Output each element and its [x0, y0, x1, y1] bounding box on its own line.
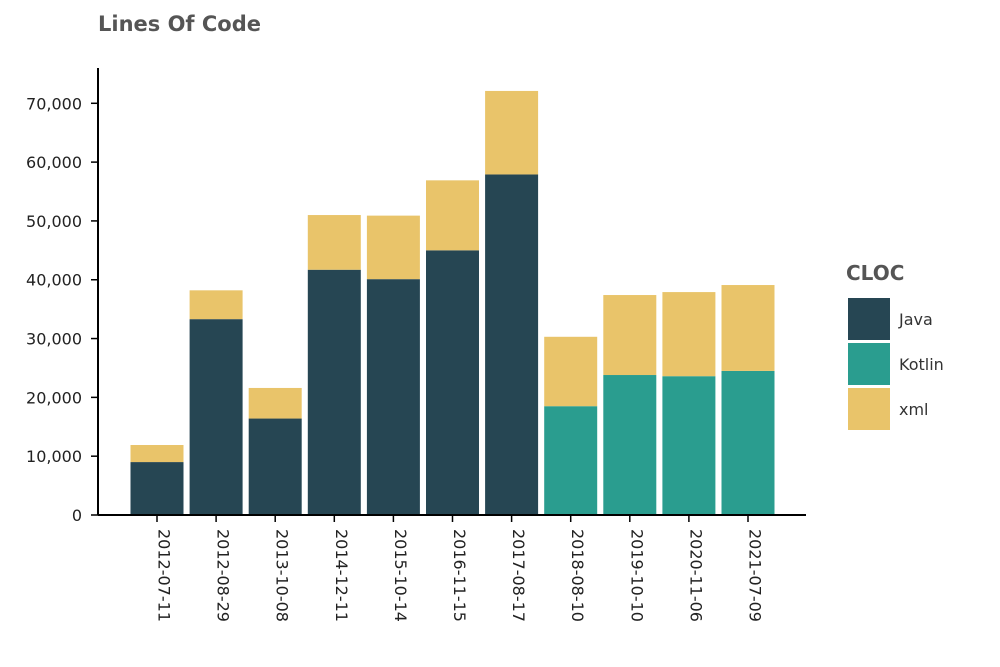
bar-segment-kotlin — [544, 406, 598, 515]
y-tick-label: 30,000 — [26, 330, 82, 349]
y-tick-label: 40,000 — [26, 271, 82, 290]
bar-segment-kotlin — [721, 370, 775, 515]
bar-segment-java — [189, 319, 243, 515]
bar-segment-xml — [248, 387, 302, 419]
y-tick-label: 10,000 — [26, 447, 82, 466]
y-axis: 0 10,000 20,000 30,000 40,000 50,000 60,000 70,… — [26, 68, 99, 525]
legend-swatch-xml — [848, 388, 890, 430]
x-tick-label: 2012-07-11 — [155, 529, 174, 622]
legend-label-xml: xml — [899, 400, 929, 419]
bar-segment-java — [485, 174, 539, 515]
bar-segment-java — [130, 462, 184, 515]
bar-segment-xml — [426, 180, 479, 251]
bar-segment-xml — [603, 295, 657, 376]
legend-label-java: Java — [898, 310, 933, 329]
bar-segment-xml — [189, 290, 243, 320]
bar-segment-xml — [130, 445, 184, 463]
bar-segment-kotlin — [603, 375, 657, 515]
x-tick-label: 2012-08-29 — [214, 529, 233, 622]
bar-segment-xml — [485, 90, 539, 175]
x-tick-label: 2014-12-11 — [332, 529, 351, 622]
bar-segment-xml — [721, 285, 775, 371]
legend-label-kotlin: Kotlin — [899, 355, 944, 374]
chart-title: Lines Of Code — [98, 12, 261, 36]
x-tick-label: 2015-10-14 — [391, 529, 410, 622]
y-tick-label: 60,000 — [26, 153, 82, 172]
x-axis: 2012-07-11 2012-08-29 2013-10-08 2014-12-11… — [98, 514, 806, 622]
legend-swatch-java — [848, 298, 890, 340]
x-tick-label: 2020-11-06 — [686, 529, 705, 622]
y-tick-label: 20,000 — [26, 388, 82, 407]
bar-segment-java — [307, 269, 361, 515]
x-tick-label: 2016-11-15 — [450, 529, 469, 622]
bar-segment-java — [426, 250, 479, 515]
bar-segment-java — [248, 418, 302, 515]
x-tick-label: 2013-10-08 — [273, 529, 292, 622]
bar-segment-xml — [307, 215, 361, 270]
bar-segment-java — [366, 279, 420, 515]
x-tick-label: 2019-10-10 — [627, 529, 646, 622]
x-tick-label: 2021-07-09 — [746, 529, 765, 622]
legend-swatch-kotlin — [848, 343, 890, 385]
y-tick-label: 50,000 — [26, 212, 82, 231]
y-tick-label: 70,000 — [26, 94, 82, 113]
bar-segment-xml — [544, 336, 598, 407]
x-tick-label: 2018-08-10 — [568, 529, 587, 622]
bar-segment-xml — [662, 292, 716, 377]
legend-title: CLOC — [846, 261, 904, 285]
y-tick-label: 0 — [72, 506, 82, 525]
bar-segment-kotlin — [662, 376, 716, 515]
bars — [130, 90, 775, 515]
legend: CLOC Java Kotlin xml — [846, 261, 944, 430]
bar-segment-xml — [366, 215, 420, 280]
x-tick-label: 2017-08-17 — [509, 529, 528, 622]
